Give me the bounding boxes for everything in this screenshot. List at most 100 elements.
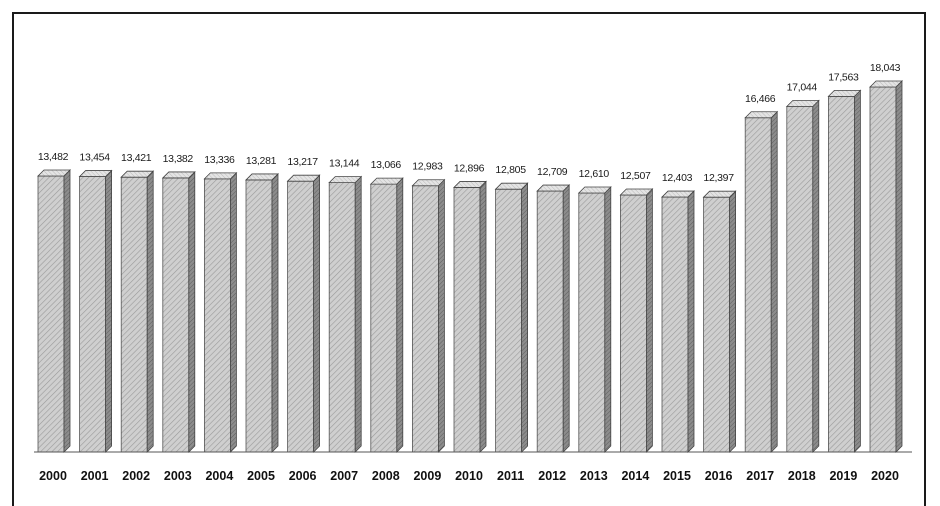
- bar-front-2008: [370, 183, 398, 453]
- bar-front-2005: [245, 179, 273, 453]
- bars-layer: [37, 80, 903, 453]
- bar-top-2008: [369, 177, 404, 185]
- bar-2019: [827, 89, 862, 453]
- x-tick-label-2016: 2016: [705, 469, 733, 483]
- bar-front-2019: [828, 95, 855, 453]
- bar-side-2011: [521, 182, 528, 453]
- chart-frame: 13,482 13,454 13,421 13,382 13,336 13,281 13,2…: [12, 12, 926, 506]
- bar-top-2012: [536, 184, 571, 192]
- data-label-2000: 13,482: [38, 151, 69, 163]
- x-tick-label-2000: 2000: [39, 469, 67, 483]
- x-tick-label-2010: 2010: [455, 469, 483, 483]
- bar-top-2018: [785, 100, 820, 107]
- bar-2015: [661, 190, 695, 453]
- bar-2005: [245, 172, 279, 453]
- bar-side-2015: [687, 190, 695, 453]
- data-label-2016: 12,397: [703, 172, 734, 184]
- bar-top-2013: [577, 186, 612, 194]
- bar-side-2007: [354, 175, 362, 453]
- bar-front-2011: [495, 188, 523, 453]
- bar-front-2015: [661, 196, 689, 453]
- bar-top-2016: [702, 190, 737, 198]
- x-tick-label-2012: 2012: [538, 469, 566, 483]
- bar-top-2017: [744, 111, 779, 119]
- x-tick-label-2003: 2003: [164, 469, 192, 483]
- bar-side-2006: [313, 174, 321, 453]
- bar-front-2002: [120, 176, 148, 453]
- data-label-2003: 13,382: [163, 153, 194, 165]
- bar-top-2019: [827, 89, 862, 97]
- data-label-2006: 13,217: [287, 156, 318, 168]
- bar-2017: [744, 110, 779, 453]
- data-label-2017: 16,466: [745, 93, 776, 105]
- bar-side-2020: [895, 80, 903, 453]
- x-tick-label-2009: 2009: [413, 469, 441, 483]
- bar-side-2005: [271, 172, 279, 453]
- bar-side-2010: [479, 180, 487, 453]
- data-labels-layer: 13,482 13,454 13,421 13,382 13,336 13,281 13,2…: [38, 62, 901, 184]
- data-label-2015: 12,403: [662, 172, 693, 184]
- bar-side-2013: [604, 186, 612, 453]
- bar-2006: [286, 174, 321, 453]
- bar-2010: [453, 180, 487, 453]
- bar-top-2005: [245, 173, 279, 181]
- bar-2002: [120, 170, 155, 453]
- bar-2003: [161, 170, 196, 453]
- bar-top-2014: [619, 188, 654, 196]
- bar-front-2004: [203, 178, 231, 453]
- data-label-2001: 13,454: [79, 152, 110, 164]
- bar-side-2002: [146, 170, 154, 453]
- data-label-2009: 12,983: [412, 161, 443, 173]
- bar-top-2010: [453, 181, 487, 188]
- x-tick-label-2019: 2019: [829, 469, 857, 483]
- bar-side-2001: [105, 169, 112, 453]
- bar-2009: [411, 178, 446, 453]
- x-tick-label-2011: 2011: [497, 469, 524, 483]
- data-label-2020: 18,043: [870, 62, 901, 74]
- bar-top-2009: [411, 179, 446, 187]
- x-tick-label-2004: 2004: [205, 469, 233, 483]
- bar-2001: [78, 169, 113, 453]
- bar-front-2007: [328, 182, 356, 453]
- x-tick-label-2006: 2006: [289, 469, 317, 483]
- data-label-2002: 13,421: [121, 152, 152, 164]
- x-tick-label-2017: 2017: [746, 469, 774, 483]
- x-tick-label-2008: 2008: [372, 469, 400, 483]
- bar-top-2004: [203, 172, 238, 180]
- bar-side-2003: [188, 170, 196, 453]
- bar-front-2016: [703, 196, 730, 453]
- bar-side-2016: [729, 190, 736, 453]
- bar-chart: 13,482 13,454 13,421 13,382 13,336 13,281 13,2…: [34, 62, 912, 483]
- bar-top-2007: [328, 176, 363, 183]
- bar-front-2020: [869, 86, 897, 453]
- x-tick-label-2005: 2005: [247, 469, 275, 483]
- bar-top-2006: [286, 174, 321, 182]
- x-tick-label-2001: 2001: [81, 469, 109, 483]
- data-label-2019: 17,563: [828, 71, 859, 83]
- bar-top-2001: [78, 170, 113, 177]
- bar-front-2010: [453, 187, 481, 453]
- bar-2014: [619, 188, 654, 453]
- x-tick-label-2018: 2018: [788, 469, 816, 483]
- bar-front-2009: [411, 185, 439, 453]
- bar-2012: [536, 184, 571, 453]
- bar-side-2017: [770, 110, 778, 453]
- x-tick-label-2015: 2015: [663, 469, 691, 483]
- data-label-2011: 12,805: [495, 164, 526, 176]
- x-tick-label-2013: 2013: [580, 469, 608, 483]
- x-tick-label-2002: 2002: [122, 469, 150, 483]
- bar-front-2018: [786, 106, 814, 453]
- bar-top-2020: [869, 80, 903, 88]
- bar-2008: [369, 177, 404, 453]
- bar-front-2017: [744, 117, 772, 453]
- x-tick-labels-layer: 2000 2001 2002 2003 2004 2005 2006 2007 2008 2009…: [39, 469, 899, 483]
- x-tick-label-2014: 2014: [621, 469, 649, 483]
- bar-front-2012: [536, 190, 564, 453]
- bar-side-2019: [854, 89, 861, 453]
- bar-side-2000: [63, 169, 71, 453]
- bar-2000: [37, 169, 71, 453]
- bar-top-2015: [661, 190, 695, 198]
- bar-side-2018: [812, 99, 820, 453]
- bar-2004: [203, 171, 238, 453]
- bar-2007: [328, 175, 363, 453]
